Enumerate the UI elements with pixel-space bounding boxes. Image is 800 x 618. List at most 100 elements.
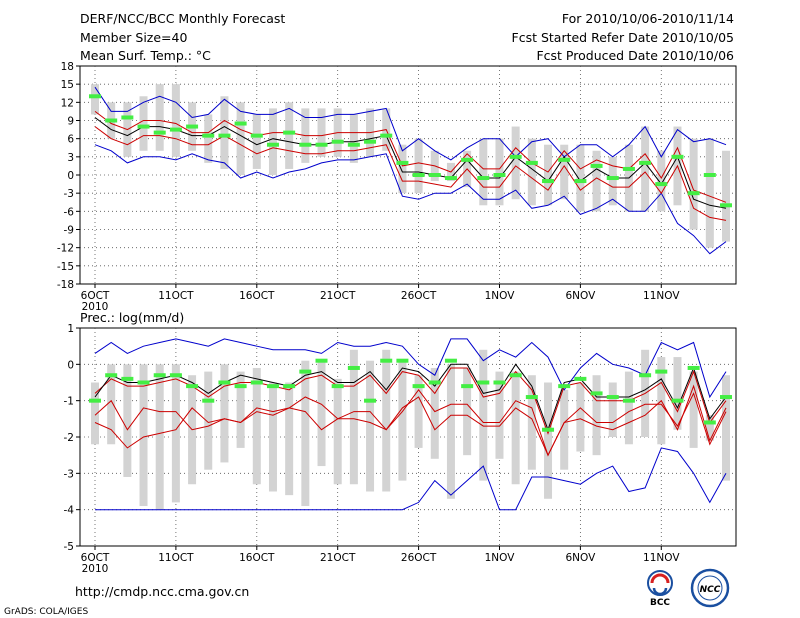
temp-marker (509, 154, 522, 159)
prec-ytick-label: -3 (64, 468, 74, 480)
prec-ytick-label: -4 (64, 505, 75, 517)
temp-xtick-label: 6OCT (81, 290, 110, 302)
member-size-label: Member Size=40 (80, 30, 187, 45)
temp-spread-bar (495, 138, 504, 206)
prec-marker (558, 384, 571, 389)
prec-spread-bar (430, 367, 439, 459)
prec-xtick-label: 6NOV (565, 552, 596, 564)
prec-marker (89, 398, 101, 403)
temp-xtick-label: 11NOV (643, 290, 680, 302)
prec-marker (169, 373, 182, 378)
prec-spread-bar (705, 415, 714, 441)
prec-marker (105, 373, 118, 378)
temp-marker (380, 133, 393, 138)
temp-marker (169, 127, 182, 132)
prec-spread-bar (560, 389, 569, 470)
prec-marker (250, 380, 263, 385)
temp-xtick-label: 21OCT (320, 290, 356, 302)
temp-marker (105, 118, 118, 123)
prec-spread-bar (398, 360, 407, 481)
prec-spread-bar (592, 375, 601, 456)
temp-marker (250, 133, 263, 138)
prec-spread-bar (673, 357, 682, 430)
temp-marker (153, 130, 166, 135)
prec-ytick-label: -1 (64, 396, 74, 408)
temp-marker (186, 124, 199, 129)
temp-xtick-label: 26OCT (401, 290, 437, 302)
temp-spread-bar (139, 96, 148, 151)
prec-spread-low-line (94, 384, 727, 457)
temp-spread-bar (171, 84, 180, 157)
prec-marker (331, 384, 344, 389)
prec-spread-bar (382, 349, 391, 492)
prec-marker (412, 384, 425, 389)
prec-marker (703, 420, 716, 425)
temp-spread-bar (349, 114, 358, 163)
prec-marker (461, 384, 474, 389)
temp-spread-bar (479, 138, 488, 206)
prec-marker (202, 398, 215, 403)
prec-xtick-label: 16OCT (239, 552, 275, 564)
temp-marker (525, 160, 538, 165)
temp-spread-bar (236, 102, 245, 175)
temp-marker (444, 176, 457, 181)
prec-marker (121, 376, 134, 381)
temp-year-label: 2010 (82, 301, 109, 313)
temp-marker (461, 157, 474, 162)
prec-ytick-label: 0 (67, 359, 74, 371)
prec-spread-bar (220, 364, 229, 463)
source-url: http://cmdp.ncc.cma.gov.cn (75, 584, 249, 599)
prec-spread-bar (123, 364, 132, 477)
temp-xtick-label: 1NOV (485, 290, 516, 302)
temp-upper-envelope-line (94, 86, 727, 161)
temp-marker (671, 154, 684, 159)
prec-marker (283, 384, 296, 389)
temp-spread-high-line (94, 110, 727, 203)
prec-spread-bar (204, 371, 213, 470)
temperature-panel: -18 -15 -12 -9 -6 -3 0 3 6 9 12 15 18 6OCT 11OCT 16OCT 2… (57, 61, 737, 313)
temp-marker (315, 142, 328, 147)
prec-spread-low2-line (94, 392, 727, 457)
temp-ytick-label: 18 (61, 61, 74, 73)
temp-spread-bar (91, 84, 99, 115)
temp-spread-bar (204, 114, 213, 163)
prec-spread-bar (91, 382, 99, 445)
temp-marker (299, 142, 312, 147)
prec-marker (186, 384, 199, 389)
temp-marker (266, 142, 279, 147)
temp-spread-bar (544, 144, 553, 206)
temp-marker (412, 173, 425, 177)
temp-spread-bar (317, 108, 326, 157)
prec-marker (153, 373, 166, 378)
temp-xtick-label: 16OCT (239, 290, 275, 302)
forecast-produced-date-label: Fcst Produced Date 2010/10/06 (536, 48, 734, 63)
prec-marker (218, 380, 231, 385)
temp-ytick-label: 6 (67, 134, 74, 146)
prec-marker (671, 398, 684, 403)
temp-marker (574, 179, 587, 184)
prec-spread-bar (576, 382, 585, 452)
temp-ytick-label: 0 (67, 170, 74, 182)
prec-spread-bar (349, 349, 358, 485)
prec-spread-bar (333, 378, 342, 485)
temp-spread-bar (560, 144, 569, 200)
prec-marker (396, 358, 409, 363)
temp-marker (687, 191, 700, 196)
temp-marker (202, 133, 215, 138)
temp-spread-bar (592, 150, 601, 212)
prec-marker (315, 358, 328, 363)
temp-marker (590, 163, 603, 168)
temp-marker (639, 160, 652, 165)
temp-marker (283, 130, 296, 135)
temp-marker (622, 166, 635, 171)
forecast-start-date-label: Fcst Started Refer Date 2010/10/05 (512, 30, 735, 45)
prec-spread-bar (463, 367, 472, 456)
temp-ytick-label: -9 (64, 225, 74, 237)
temp-marker (234, 121, 247, 126)
bcc-logo: BCC (647, 570, 673, 608)
prec-spread-bar (446, 364, 455, 499)
temp-xtick-label: 6NOV (565, 290, 596, 302)
prec-spread-bar (479, 349, 488, 481)
temp-marker (477, 176, 490, 181)
